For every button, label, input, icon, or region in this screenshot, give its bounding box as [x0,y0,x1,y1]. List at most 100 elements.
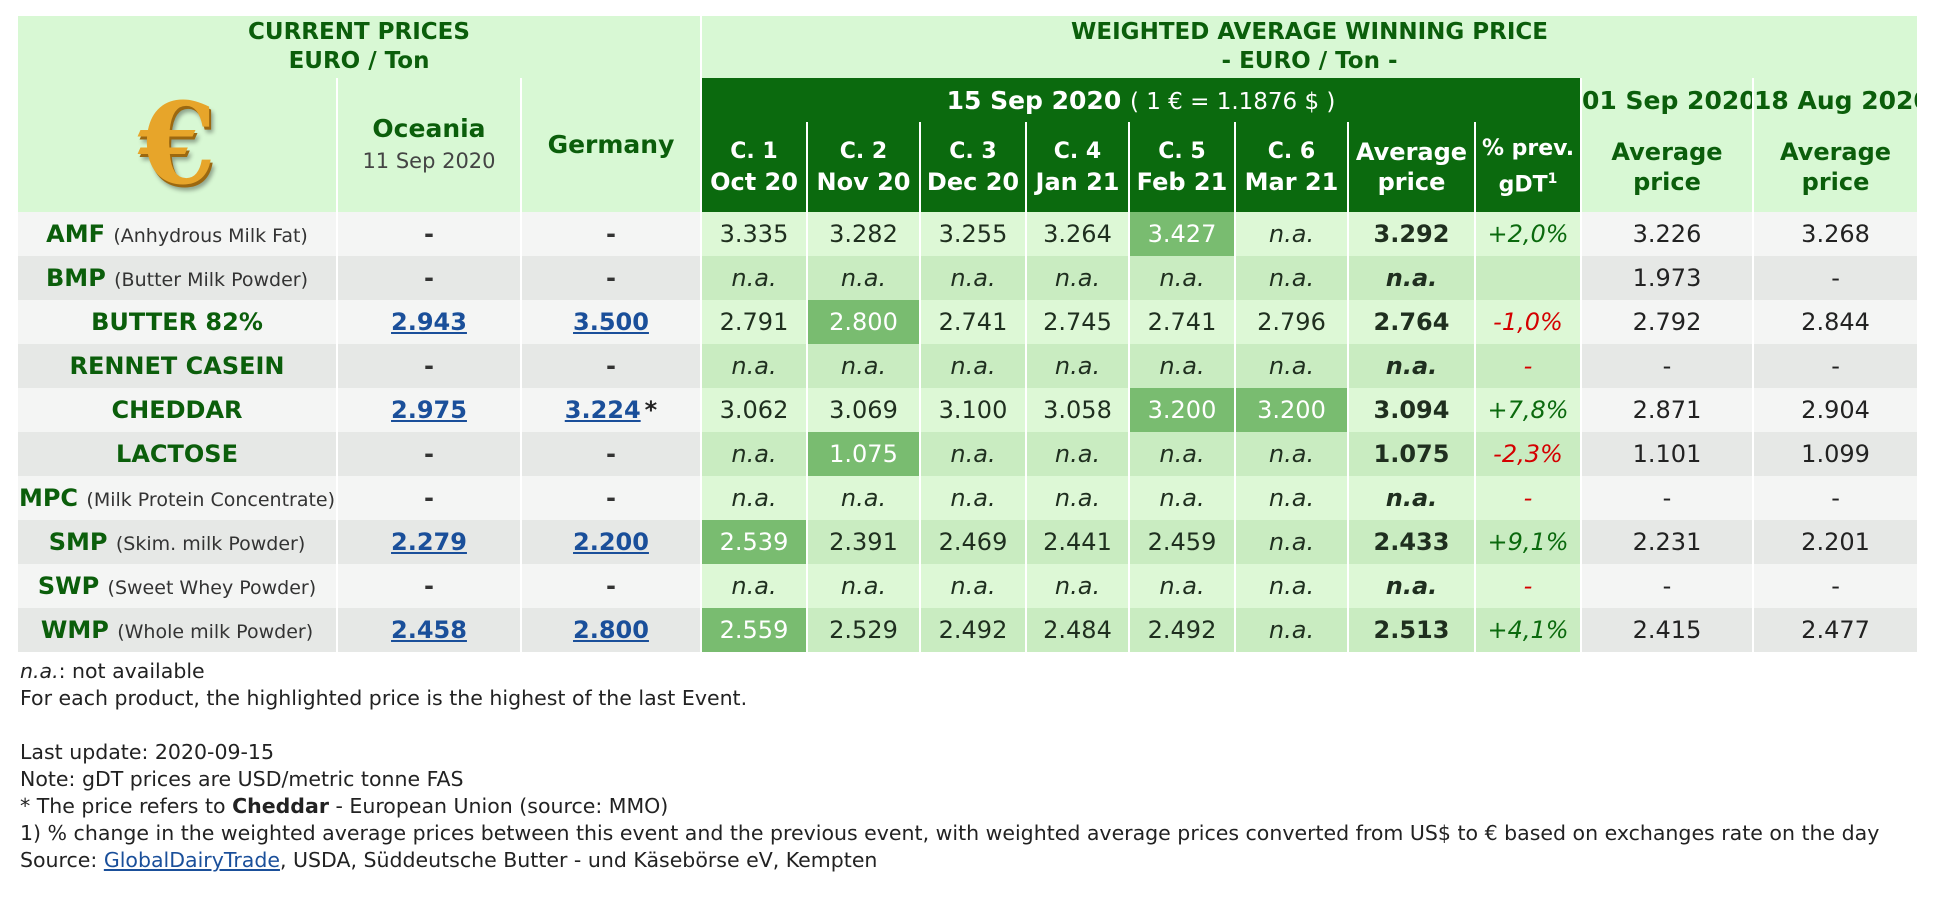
germany-price: 2.800 [522,608,700,652]
footnote-1: 1) % change in the weighted average pric… [20,821,1880,845]
contract-price: n.a. [702,432,806,476]
contract-price: n.a. [921,344,1025,388]
prev-event-1-average-header: Average price [1582,122,1752,212]
contract-code: C. 4 [1053,139,1102,164]
average-price: n.a. [1349,564,1474,608]
weighted-average-header: WEIGHTED AVERAGE WINNING PRICE - EURO / … [702,16,1918,78]
contract-price: n.a. [702,344,806,388]
na-legend: n.a.: not available [20,658,1917,685]
table-row: RENNET CASEIN - - n.a. n.a. n.a. n.a. n.a. n.a.… [18,344,1918,388]
germany-price: - [522,344,700,388]
highlight-legend: For each product, the highlighted price … [20,686,748,710]
contract-header: C. 3 Dec 20 [921,122,1025,212]
contract-price: 2.539 [702,520,806,564]
average-price: 3.292 [1349,212,1474,256]
contract-price: 3.069 [808,388,919,432]
prev-event-2-price: 3.268 [1754,212,1918,256]
contract-price: 2.791 [702,300,806,344]
contract-price: n.a. [1130,256,1234,300]
product-code: BMP [46,264,106,292]
germany-price-link[interactable]: 3.500 [573,308,649,336]
average-line2: price [1377,168,1446,196]
product-code: WMP [40,616,109,644]
contract-price: n.a. [1130,476,1234,520]
na-text: : not available [58,659,205,683]
germany-price: 3.224 * [522,388,700,432]
product-name-cell: RENNET CASEIN [18,344,336,388]
current-prices-unit: EURO / Ton [288,48,430,74]
prev-event-1-price: - [1582,476,1752,520]
prev-event-2-price: 2.201 [1754,520,1918,564]
oceania-price: 2.943 [338,300,520,344]
contract-month: Mar 21 [1244,168,1339,196]
table-row: BMP (Butter Milk Powder) - - n.a. n.a. n.a. n.… [18,256,1918,300]
average-price: 2.764 [1349,300,1474,344]
oceania-price-link[interactable]: 2.279 [391,528,467,556]
na-term: n.a. [20,659,59,683]
contract-price: n.a. [1130,344,1234,388]
product-code: RENNET CASEIN [69,352,285,380]
contract-price: n.a. [1130,432,1234,476]
product-code: MPC [18,484,79,512]
product-name-cell: MPC (Milk Protein Concentrate) [18,476,336,520]
euro-coin-icon: € [138,79,216,210]
contract-price: n.a. [1236,432,1347,476]
contract-price: n.a. [1027,256,1128,300]
oceania-price-link[interactable]: 2.458 [391,616,467,644]
oceania-price-link[interactable]: 2.943 [391,308,467,336]
oceania-price-link[interactable]: 2.975 [391,396,467,424]
weighted-average-title: WEIGHTED AVERAGE WINNING PRICE [1071,19,1549,45]
prev-change-header: % prev. gDT1 [1476,122,1580,212]
contract-price: 2.745 [1027,300,1128,344]
contract-price: 2.559 [702,608,806,652]
germany-price-link[interactable]: 3.224 [564,396,641,424]
germany-price: 2.200 [522,520,700,564]
product-description: (Milk Protein Concentrate) [86,489,336,511]
contract-code: C. 2 [839,139,888,164]
prev-change-percent: - [1476,476,1580,520]
prev-event-1-price: 3.226 [1582,212,1752,256]
contract-price: n.a. [1236,520,1347,564]
contract-price: n.a. [808,256,919,300]
globaldairytrade-link[interactable]: GlobalDairyTrade [103,848,280,872]
germany-price: - [522,564,700,608]
product-rows: AMF (Anhydrous Milk Fat) - -3.335 3.282 3.25… [18,212,1918,652]
contract-price: 2.492 [921,608,1025,652]
contract-price: 2.800 [808,300,919,344]
average-price: n.a. [1349,344,1474,388]
contract-price: n.a. [921,432,1025,476]
contract-price: 2.391 [808,520,919,564]
contract-price: n.a. [1027,564,1128,608]
contract-price: 1.075 [808,432,919,476]
prev-event-2-price: - [1754,344,1918,388]
product-description: (Anhydrous Milk Fat) [113,225,308,247]
contract-price: 3.062 [702,388,806,432]
product-name-cell: LACTOSE [18,432,336,476]
source-suffix: , USDA, Süddeutsche Butter - und Käsebör… [279,848,878,872]
product-code: BUTTER 82% [91,308,263,336]
contract-price: n.a. [1027,432,1128,476]
table-row: CHEDDAR 2.975 3.224 * 3.062 3.069 3.100 3.058 3… [18,388,1918,432]
contract-price: 3.100 [921,388,1025,432]
contract-price: 2.741 [1130,300,1234,344]
oceania-price: 2.458 [338,608,520,652]
product-name-cell: CHEDDAR [18,388,336,432]
product-name-cell: WMP (Whole milk Powder) [18,608,336,652]
table-row: LACTOSE - - n.a. 1.075 n.a. n.a. n.a. n.a. 1.075… [18,432,1918,476]
prev-change-line1: % prev. [1481,135,1575,161]
contract-code: C. 5 [1158,139,1206,164]
prev-change-percent: +2,0% [1476,212,1580,256]
germany-price-link[interactable]: 2.800 [573,616,649,644]
contract-month: Nov 20 [816,168,911,196]
contract-price: 3.058 [1027,388,1128,432]
contract-code: C. 3 [949,139,997,164]
contract-price: 2.796 [1236,300,1347,344]
product-code: AMF [46,220,105,248]
oceania-price: - [338,212,520,256]
prev-change-percent: +9,1% [1476,520,1580,564]
average-line1: Average [1611,138,1723,166]
germany-price-link[interactable]: 2.200 [573,528,649,556]
prev-change-line2: gDT [1498,172,1548,198]
prev-change-percent: - [1476,344,1580,388]
contract-price: 2.492 [1130,608,1234,652]
